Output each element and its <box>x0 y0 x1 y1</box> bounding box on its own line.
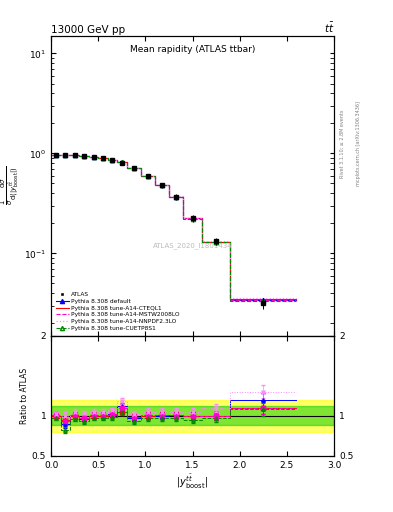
Text: Rivet 3.1.10; ≥ 2.8M events: Rivet 3.1.10; ≥ 2.8M events <box>340 109 345 178</box>
Text: mcplots.cern.ch [arXiv:1306.3436]: mcplots.cern.ch [arXiv:1306.3436] <box>356 101 361 186</box>
Legend: ATLAS, Pythia 8.308 default, Pythia 8.308 tune-A14-CTEQL1, Pythia 8.308 tune-A14: ATLAS, Pythia 8.308 default, Pythia 8.30… <box>54 290 181 333</box>
Text: ATLAS_2020_I1801434: ATLAS_2020_I1801434 <box>153 242 232 249</box>
Y-axis label: $\frac{1}{\sigma}\frac{\mathrm{d}\sigma}{\mathrm{d}(|y^{t\bar{t}}_{\mathrm{boost: $\frac{1}{\sigma}\frac{\mathrm{d}\sigma}… <box>0 166 21 205</box>
X-axis label: $|y^{t\bar{t}}_{\mathrm{boost}}|$: $|y^{t\bar{t}}_{\mathrm{boost}}|$ <box>176 472 209 490</box>
Text: 13000 GeV pp: 13000 GeV pp <box>51 25 125 35</box>
Bar <box>51 406 334 425</box>
Bar <box>51 400 334 432</box>
Text: Mean rapidity (ATLAS ttbar): Mean rapidity (ATLAS ttbar) <box>130 45 255 54</box>
Text: $t\bar{t}$: $t\bar{t}$ <box>323 21 334 35</box>
Y-axis label: Ratio to ATLAS: Ratio to ATLAS <box>20 368 29 424</box>
